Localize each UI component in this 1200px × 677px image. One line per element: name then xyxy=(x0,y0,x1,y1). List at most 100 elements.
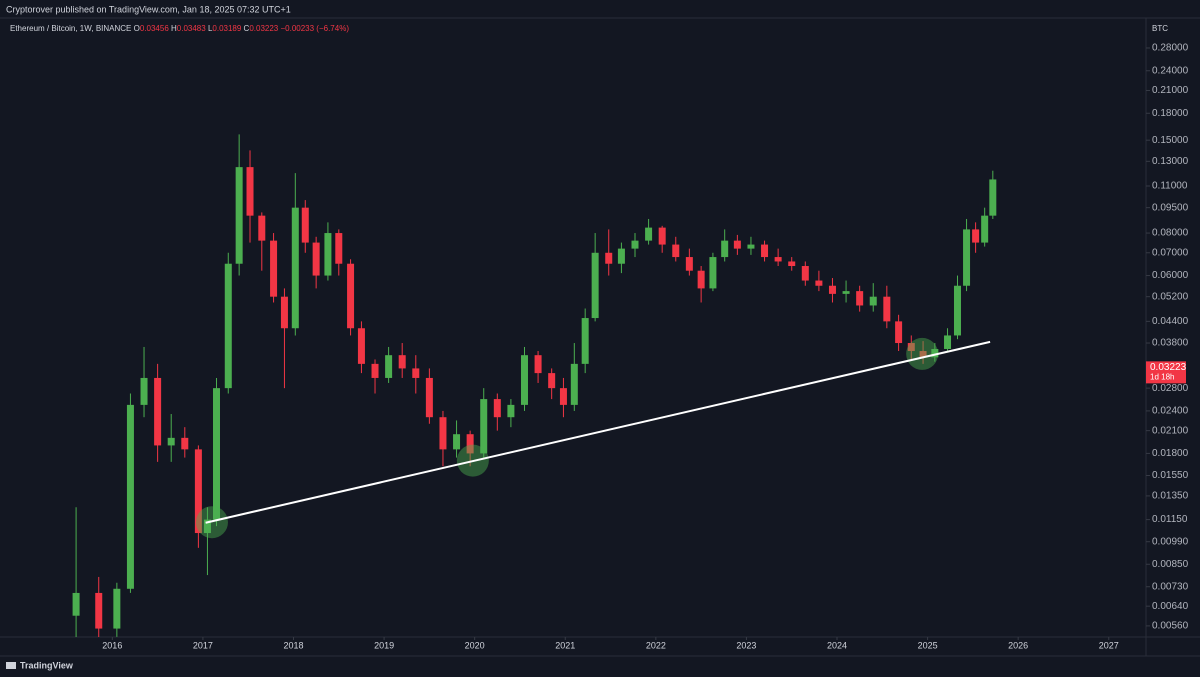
candle-body xyxy=(181,437,189,450)
x-tick-label: 2024 xyxy=(827,640,847,650)
candle-body xyxy=(658,227,666,245)
x-tick-label: 2023 xyxy=(736,640,756,650)
candle-body xyxy=(672,244,680,258)
y-tick-label: 0.15000 xyxy=(1152,135,1189,146)
ohlc-key: H xyxy=(171,24,177,33)
candle-body xyxy=(312,242,320,276)
x-tick-label: 2022 xyxy=(646,640,666,650)
last-price-box xyxy=(1146,361,1186,384)
candle-body xyxy=(895,321,903,344)
countdown: 1d 18h xyxy=(1150,372,1174,381)
candle-body xyxy=(907,343,915,352)
candle-body xyxy=(981,215,989,243)
y-tick-label: 0.03800 xyxy=(1152,338,1189,349)
y-tick-label: 0.08000 xyxy=(1152,228,1189,239)
candle-body xyxy=(972,229,980,243)
candle-body xyxy=(828,285,836,294)
candle-body xyxy=(235,167,243,264)
x-tick-label: 2018 xyxy=(283,640,303,650)
candle-body xyxy=(439,417,447,450)
ohlc-value: 0.03189 xyxy=(212,24,241,33)
y-tick-label: 0.00990 xyxy=(1152,536,1189,547)
y-tick-label: 0.05200 xyxy=(1152,291,1189,302)
candle-body xyxy=(126,404,134,589)
x-tick-label: 2019 xyxy=(374,640,394,650)
legend: Ethereum / Bitcoin, 1W, BINANCE O0.03456… xyxy=(10,24,349,33)
x-tick-label: 2017 xyxy=(193,640,213,650)
y-tick-label: 0.04400 xyxy=(1152,316,1189,327)
x-tick-label: 2025 xyxy=(918,640,938,650)
brand-logo xyxy=(6,662,16,669)
brand: TradingView xyxy=(20,660,74,670)
candle-body xyxy=(95,592,103,629)
candle-body xyxy=(72,592,80,616)
candle-body xyxy=(548,373,556,389)
candle-body xyxy=(869,296,877,306)
candle-body xyxy=(258,215,266,241)
candle-body xyxy=(425,377,433,418)
candle-body xyxy=(953,285,961,336)
candle-body xyxy=(761,244,769,258)
candle-body xyxy=(931,348,939,358)
candle-body xyxy=(883,296,891,322)
y-tick-label: 0.01350 xyxy=(1152,491,1189,502)
candle-body xyxy=(856,291,864,306)
candle-body xyxy=(140,377,148,405)
x-tick-label: 2021 xyxy=(555,640,575,650)
candle-body xyxy=(788,261,796,267)
ohlc-key: C xyxy=(244,24,250,33)
change: −0.00233 (−6.74%) xyxy=(280,24,349,33)
candle-body xyxy=(591,252,599,319)
y-tick-label: 0.02800 xyxy=(1152,383,1189,394)
x-tick-label: 2020 xyxy=(465,640,485,650)
candle-body xyxy=(801,266,809,281)
candle-body xyxy=(534,355,542,374)
y-tick-label: 0.07000 xyxy=(1152,247,1189,258)
candle-body xyxy=(989,179,997,216)
x-tick-label: 2016 xyxy=(102,640,122,650)
candle-body xyxy=(480,399,488,454)
candle-body xyxy=(453,434,461,450)
y-tick-label: 0.00640 xyxy=(1152,601,1189,612)
candle-body xyxy=(398,355,406,369)
candle-body xyxy=(815,280,823,286)
y-tick-label: 0.02400 xyxy=(1152,406,1189,417)
ohlc-key: O xyxy=(134,24,140,33)
candle-body xyxy=(842,291,850,294)
ohlc-value: 0.03456 xyxy=(140,24,169,33)
y-tick-label: 0.18000 xyxy=(1152,108,1189,119)
y-tick-label: 0.01800 xyxy=(1152,448,1189,459)
candle-body xyxy=(581,318,589,364)
candle-body xyxy=(493,399,501,418)
candle-body xyxy=(944,335,952,349)
candle-body xyxy=(224,263,232,389)
candle-body xyxy=(559,388,567,405)
candle-body xyxy=(154,377,162,446)
highlight-circle xyxy=(906,337,939,370)
candle-body xyxy=(520,355,528,405)
x-tick-label: 2027 xyxy=(1099,640,1119,650)
candle-body xyxy=(203,519,211,534)
y-tick-label: 0.06000 xyxy=(1152,270,1189,281)
candle-body xyxy=(507,404,515,418)
candle-body xyxy=(747,244,755,249)
symbol: Ethereum / Bitcoin, 1W, BINANCE xyxy=(10,24,131,33)
y-tick-label: 0.11000 xyxy=(1152,181,1188,192)
candle-body xyxy=(335,233,343,264)
candle-body xyxy=(291,207,299,329)
y-tick-label: 0.28000 xyxy=(1152,43,1189,54)
candle-body xyxy=(963,229,971,286)
candle-body xyxy=(774,257,782,262)
candle-body xyxy=(697,270,705,289)
candle-body xyxy=(357,328,365,364)
candle-body xyxy=(685,257,693,271)
candle-body xyxy=(466,434,474,454)
candle-body xyxy=(631,240,639,249)
y-tick-label: 0.24000 xyxy=(1152,65,1189,76)
candle-body xyxy=(919,351,927,358)
y-tick-label: 0.09500 xyxy=(1152,202,1189,213)
y-tick-label: 0.00730 xyxy=(1152,581,1189,592)
